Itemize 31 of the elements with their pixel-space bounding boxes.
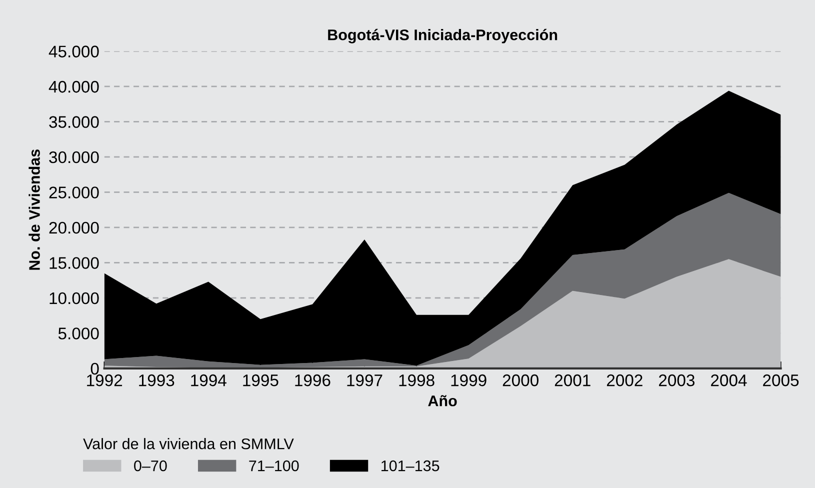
y-tick-label: 10.000 <box>50 292 99 304</box>
legend-title: Valor de la vivienda en SMMLV <box>83 438 294 450</box>
y-tick-label: 25.000 <box>49 186 99 198</box>
legend-label: 0–70 <box>134 460 167 472</box>
y-tick-label: 20.000 <box>49 222 99 234</box>
chart-title: Bogotá-VIS Iniciada-Proyección <box>328 28 558 44</box>
y-tick-label: 30.000 <box>49 151 99 164</box>
x-tick-label: 1992 <box>87 374 122 386</box>
legend-label: 101–135 <box>382 460 440 472</box>
x-tick-label: 2005 <box>763 374 799 386</box>
y-tick-label: 0 <box>90 362 99 375</box>
x-tick-label: 1994 <box>191 374 226 386</box>
x-tick-label: 1995 <box>243 374 278 386</box>
x-tick-label: 2000 <box>502 374 538 386</box>
y-tick-label: 15.000 <box>50 257 99 269</box>
y-tick-label: 40.000 <box>48 80 99 93</box>
x-tick-label: 1997 <box>347 374 382 386</box>
y-axis-title: No. de Viviendas <box>28 149 40 270</box>
x-axis-title: Año <box>428 395 457 406</box>
x-tick-label: 1996 <box>295 374 330 386</box>
legend-label: 71–100 <box>249 460 299 472</box>
y-tick-label: 35.000 <box>49 116 99 128</box>
x-tick-label: 1999 <box>451 374 486 386</box>
x-tick-label: 1998 <box>399 374 434 386</box>
y-tick-label: 45.000 <box>48 46 99 58</box>
x-tick-label: 2001 <box>554 374 590 386</box>
x-tick-label: 2003 <box>659 374 695 386</box>
x-tick-label: 1993 <box>139 374 174 386</box>
y-tick-label: 5.000 <box>58 328 99 340</box>
x-tick-label: 2004 <box>711 374 747 386</box>
x-tick-label: 2002 <box>606 374 642 386</box>
